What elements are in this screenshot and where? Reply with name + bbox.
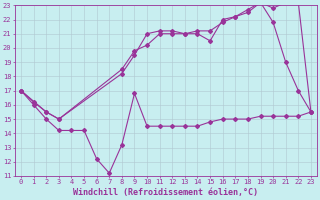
X-axis label: Windchill (Refroidissement éolien,°C): Windchill (Refroidissement éolien,°C)	[74, 188, 259, 197]
